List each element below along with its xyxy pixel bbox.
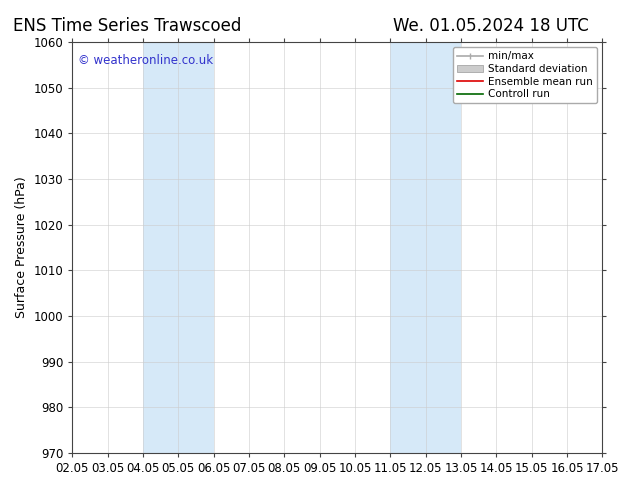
Text: We. 01.05.2024 18 UTC: We. 01.05.2024 18 UTC <box>393 17 589 35</box>
Legend: min/max, Standard deviation, Ensemble mean run, Controll run: min/max, Standard deviation, Ensemble me… <box>453 47 597 103</box>
Text: © weatheronline.co.uk: © weatheronline.co.uk <box>77 54 213 68</box>
Y-axis label: Surface Pressure (hPa): Surface Pressure (hPa) <box>15 176 28 318</box>
Text: ENS Time Series Trawscoed: ENS Time Series Trawscoed <box>13 17 241 35</box>
Bar <box>391 42 461 453</box>
Bar <box>143 42 214 453</box>
